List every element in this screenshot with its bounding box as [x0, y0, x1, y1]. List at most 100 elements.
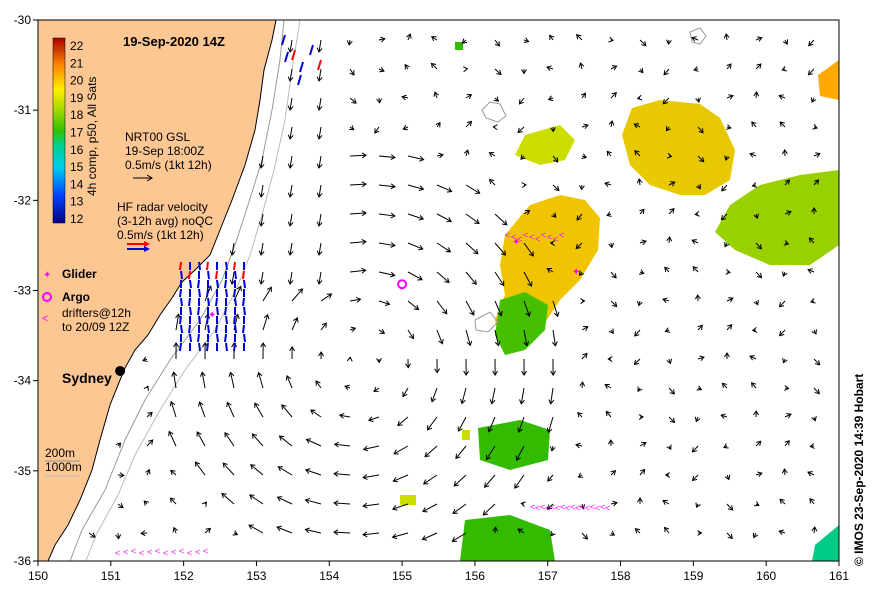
- current-arrow-head: [521, 69, 527, 75]
- hf-radar-arrow: [243, 333, 246, 343]
- glider-marker-1: ✦: [512, 237, 520, 248]
- current-arrow: [230, 372, 235, 389]
- current-arrow: [117, 503, 124, 509]
- current-arrow: [784, 179, 790, 186]
- legend-drifter-line1: drifters@12h: [62, 306, 131, 320]
- current-arrow: [320, 322, 327, 331]
- current-arrow-head: [641, 239, 647, 246]
- drifter-marker: <: [171, 547, 176, 557]
- current-arrow: [465, 184, 480, 194]
- drifter-marker: <: [505, 230, 510, 240]
- colorbar-tick-label: 19: [70, 91, 84, 105]
- current-arrow-head: [418, 215, 425, 221]
- current-arrow-head: [326, 293, 333, 299]
- colorbar-label: 4h comp, p50, All Sats: [85, 77, 99, 196]
- hf-radar-arrow: [243, 279, 246, 289]
- current-arrow: [291, 317, 298, 331]
- current-arrow: [378, 155, 395, 158]
- current-arrow-head: [757, 471, 763, 478]
- colorbar-tick-label: 14: [70, 177, 84, 191]
- current-arrow-head: [451, 536, 458, 542]
- current-arrow-head: [754, 501, 760, 507]
- legend-contour-1000m: 1000m: [45, 460, 82, 474]
- current-arrow: [289, 97, 293, 111]
- current-arrow: [279, 435, 293, 447]
- current-arrow-head: [778, 302, 785, 308]
- current-arrow-head: [418, 185, 425, 192]
- current-arrow-head: [691, 447, 698, 453]
- drifter-marker: <: [545, 503, 550, 513]
- hf-radar-arrow: [297, 74, 302, 86]
- current-arrow: [407, 213, 424, 220]
- current-arrow-head: [756, 440, 762, 447]
- current-arrow: [494, 242, 506, 256]
- current-arrow-head: [724, 474, 731, 481]
- current-arrow-head: [250, 464, 256, 470]
- current-arrow-head: [666, 358, 673, 365]
- current-arrow: [755, 271, 762, 279]
- current-arrow: [639, 442, 647, 447]
- current-arrow: [494, 68, 502, 75]
- current-arrow-head: [316, 105, 323, 111]
- current-arrow-head: [669, 417, 676, 424]
- current-arrow: [779, 121, 786, 128]
- current-arrow-head: [551, 212, 557, 218]
- hf-radar-arrow: [198, 261, 201, 271]
- current-arrow-head: [694, 416, 701, 423]
- current-arrow-head: [521, 182, 527, 189]
- current-arrow: [523, 242, 534, 257]
- hf-radar-arrow: [291, 49, 296, 61]
- current-arrow-head: [607, 356, 613, 362]
- current-arrow-head: [408, 333, 414, 340]
- current-arrow-head: [390, 242, 396, 248]
- current-arrow: [494, 39, 500, 47]
- current-arrow: [318, 68, 322, 82]
- current-arrow-head: [814, 388, 820, 395]
- current-arrow-head: [115, 442, 122, 448]
- current-arrow-head: [577, 472, 584, 478]
- current-arrow-head: [782, 357, 788, 364]
- legend-drifter-line2: to 20/09 12Z: [62, 320, 129, 334]
- current-arrow-head: [362, 474, 368, 480]
- current-arrow-head: [361, 210, 367, 217]
- current-arrow-head: [546, 65, 552, 72]
- current-arrow: [809, 237, 815, 244]
- hf-radar-arrow: [284, 51, 289, 63]
- current-arrow-head: [726, 124, 732, 130]
- current-arrow-head: [390, 183, 396, 190]
- current-arrow: [552, 329, 556, 346]
- current-arrow-head: [173, 342, 179, 348]
- hf-radar-arrow: [317, 59, 322, 71]
- current-arrow: [226, 402, 235, 418]
- current-arrow-head: [611, 65, 618, 71]
- current-arrow-head: [666, 236, 673, 242]
- current-arrow: [320, 293, 332, 302]
- current-arrow-head: [228, 371, 235, 377]
- current-arrow-head: [784, 439, 790, 446]
- current-arrow: [749, 153, 757, 157]
- legend-drifter-symbol: <: [42, 313, 48, 325]
- current-arrow-head: [637, 386, 643, 392]
- current-arrow: [286, 375, 293, 389]
- glider-marker-2: ✦: [572, 267, 580, 278]
- current-arrow-head: [361, 239, 367, 245]
- current-arrow-head: [145, 468, 151, 475]
- current-arrow: [146, 439, 154, 447]
- current-arrow-head: [528, 251, 534, 257]
- current-arrow-head: [466, 340, 473, 347]
- current-arrow: [196, 431, 206, 447]
- sst-speck-1: [455, 42, 463, 50]
- hf-radar-arrow: [206, 288, 209, 298]
- drifter-marker: <: [139, 548, 144, 558]
- current-arrow: [514, 474, 525, 489]
- current-arrow: [697, 126, 704, 134]
- current-arrow: [318, 155, 322, 169]
- hf-radar-arrow: [188, 270, 191, 280]
- drifter-marker: <: [203, 546, 208, 556]
- drifter-marker: <: [555, 503, 560, 513]
- current-arrow: [577, 412, 583, 418]
- current-arrow-head: [277, 466, 283, 472]
- current-arrow: [289, 68, 293, 82]
- current-arrow: [175, 314, 180, 331]
- current-arrow: [436, 329, 443, 344]
